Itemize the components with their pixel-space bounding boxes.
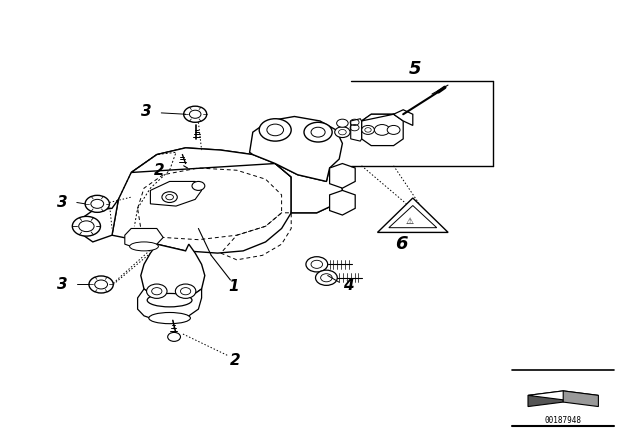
Ellipse shape [129, 242, 159, 251]
Polygon shape [528, 391, 598, 400]
Polygon shape [351, 119, 362, 141]
Polygon shape [131, 148, 342, 213]
Polygon shape [528, 391, 563, 407]
Circle shape [162, 192, 177, 202]
Circle shape [362, 125, 374, 134]
Circle shape [304, 122, 332, 142]
Circle shape [175, 284, 196, 298]
Circle shape [306, 257, 328, 272]
Circle shape [335, 127, 350, 138]
Text: 3: 3 [141, 103, 151, 119]
Circle shape [85, 195, 109, 212]
Text: 6: 6 [395, 235, 408, 253]
Polygon shape [330, 190, 355, 215]
Circle shape [72, 216, 100, 236]
Text: 4: 4 [344, 278, 354, 293]
Circle shape [168, 332, 180, 341]
Ellipse shape [149, 313, 191, 323]
Circle shape [259, 119, 291, 141]
Polygon shape [112, 148, 294, 253]
Circle shape [89, 276, 113, 293]
Polygon shape [141, 244, 205, 300]
Circle shape [374, 125, 390, 135]
Text: 3: 3 [57, 277, 67, 292]
Polygon shape [362, 110, 413, 125]
Polygon shape [250, 116, 342, 181]
Text: ⚠: ⚠ [406, 217, 413, 226]
Circle shape [192, 181, 205, 190]
Text: 2: 2 [154, 163, 164, 178]
Polygon shape [150, 181, 202, 206]
Text: 1: 1 [228, 279, 239, 294]
Text: 00187948: 00187948 [545, 416, 582, 425]
Circle shape [147, 284, 167, 298]
Circle shape [184, 106, 207, 122]
Text: 3: 3 [57, 195, 67, 210]
Polygon shape [138, 289, 202, 320]
Polygon shape [330, 164, 355, 188]
Circle shape [316, 270, 337, 285]
Polygon shape [362, 114, 403, 146]
Ellipse shape [147, 293, 192, 307]
Text: 2: 2 [230, 353, 241, 368]
Polygon shape [378, 198, 448, 233]
Circle shape [387, 125, 400, 134]
Circle shape [337, 119, 348, 127]
Polygon shape [125, 228, 163, 249]
Polygon shape [80, 199, 118, 242]
Polygon shape [563, 391, 598, 407]
Polygon shape [275, 164, 342, 213]
Text: 5: 5 [408, 60, 421, 78]
